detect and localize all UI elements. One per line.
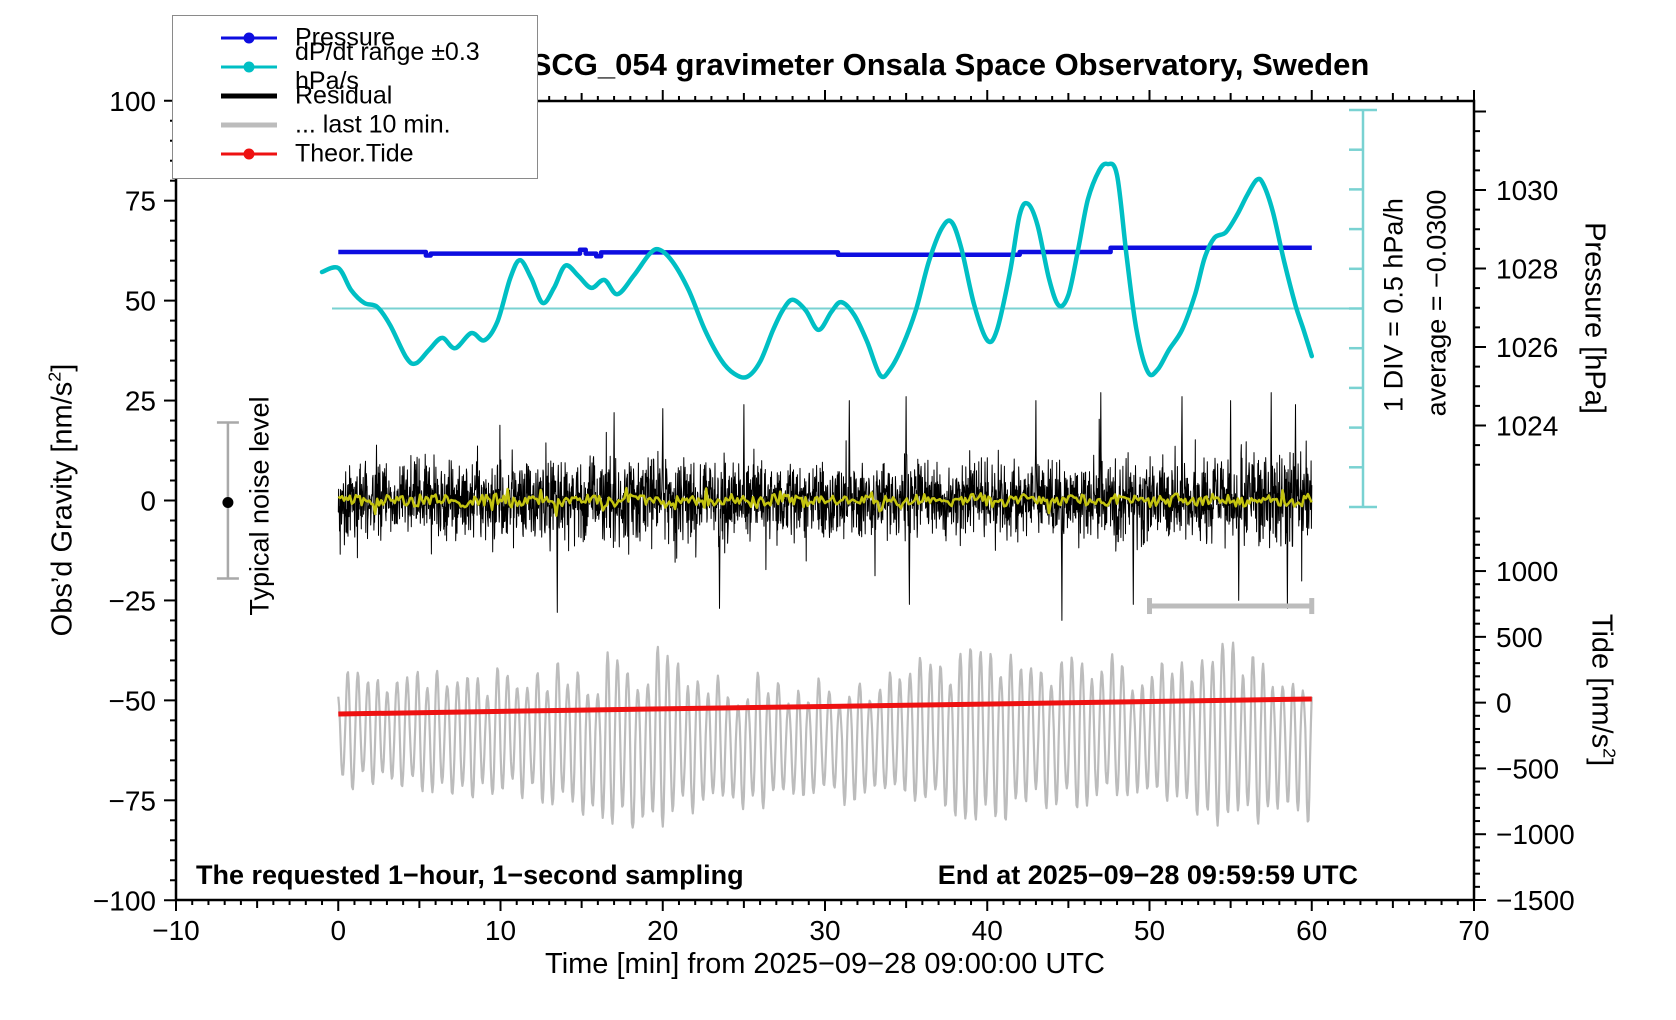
svg-text:−75: −75: [109, 785, 157, 816]
svg-text:25: 25: [125, 386, 156, 417]
svg-text:30: 30: [809, 915, 840, 946]
svg-text:−25: −25: [109, 585, 157, 616]
svg-text:50: 50: [1134, 915, 1165, 946]
svg-text:75: 75: [125, 186, 156, 217]
svg-text:−50: −50: [109, 685, 157, 716]
svg-text:1000: 1000: [1496, 556, 1558, 587]
x-axis-label: Time [min] from 2025−09−28 09:00:00 UTC: [545, 948, 1105, 980]
last10min-span-bar: [1147, 598, 1315, 615]
legend-item-pressure: Pressure: [173, 23, 537, 52]
svg-text:0: 0: [140, 486, 156, 517]
svg-text:1024: 1024: [1496, 411, 1558, 442]
smoothed-residual-series: [337, 486, 1313, 517]
legend-label: Residual: [295, 81, 393, 109]
svg-text:100: 100: [109, 86, 156, 117]
legend-label: ... last 10 min.: [295, 110, 451, 138]
noise-level-annotation: Typical noise level: [244, 396, 275, 616]
legend-label: Pressure: [295, 23, 396, 51]
svg-text:50: 50: [125, 286, 156, 317]
legend-label: dP/dt range ±0.3 hPa/s: [295, 37, 480, 95]
svg-text:−100: −100: [93, 885, 156, 916]
y-axis-label-pressure: Pressure [hPa]: [1578, 222, 1611, 414]
axes: −10 0 10 20 30 40 50 60 70−100−75−50−25025507510…: [93, 86, 1575, 946]
svg-text:1028: 1028: [1496, 254, 1558, 285]
y-axis-label-tide: Tide [nm/s2]: [1585, 613, 1620, 767]
end-time-note: End at 2025−09−28 09:59:59 UTC: [937, 860, 1358, 890]
y-axis-label-gravity: Obs’d Gravity [nm/s2]: [44, 363, 79, 637]
svg-text:500: 500: [1496, 622, 1543, 653]
svg-text:0: 0: [330, 915, 346, 946]
dpdt-series: [319, 161, 1315, 380]
legend-item-tide: Theor.Tide: [173, 139, 537, 168]
svg-text:20: 20: [647, 915, 678, 946]
chart-title: SCG_054 gravimeter Onsala Space Observat…: [530, 47, 1370, 82]
svg-text:70: 70: [1458, 915, 1489, 946]
svg-text:40: 40: [972, 915, 1003, 946]
dpdt-scale-annotation: 1 DIV = 0.5 hPa/h: [1378, 198, 1409, 412]
pressure-series: [338, 245, 1312, 259]
dpdt-average-annotation: average = −0.0300: [1421, 189, 1452, 417]
sampling-note: The requested 1−hour, 1−second sampling: [196, 860, 744, 890]
last10min-series: [337, 641, 1313, 829]
legend-item-last10: ... last 10 min.: [173, 110, 537, 139]
svg-text:10: 10: [485, 915, 516, 946]
svg-text:1030: 1030: [1496, 175, 1558, 206]
svg-text:60: 60: [1296, 915, 1327, 946]
svg-text:−500: −500: [1496, 753, 1559, 784]
svg-text:−10: −10: [152, 915, 200, 946]
legend: Pressure dP/dt range ±0.3 hPa/s Residual…: [172, 15, 538, 179]
legend-item-residual: Residual: [173, 81, 537, 110]
svg-text:−1500: −1500: [1496, 885, 1575, 916]
noise-level-marker: [216, 421, 239, 580]
svg-text:1026: 1026: [1496, 332, 1558, 363]
svg-text:−1000: −1000: [1496, 819, 1575, 850]
legend-item-dpdt: dP/dt range ±0.3 hPa/s: [173, 38, 537, 95]
tide-series: [338, 696, 1312, 717]
legend-label: Theor.Tide: [295, 139, 414, 167]
residual-series: [337, 392, 1313, 621]
dpdt-scale-bar: [1349, 108, 1377, 509]
svg-text:0: 0: [1496, 688, 1512, 719]
